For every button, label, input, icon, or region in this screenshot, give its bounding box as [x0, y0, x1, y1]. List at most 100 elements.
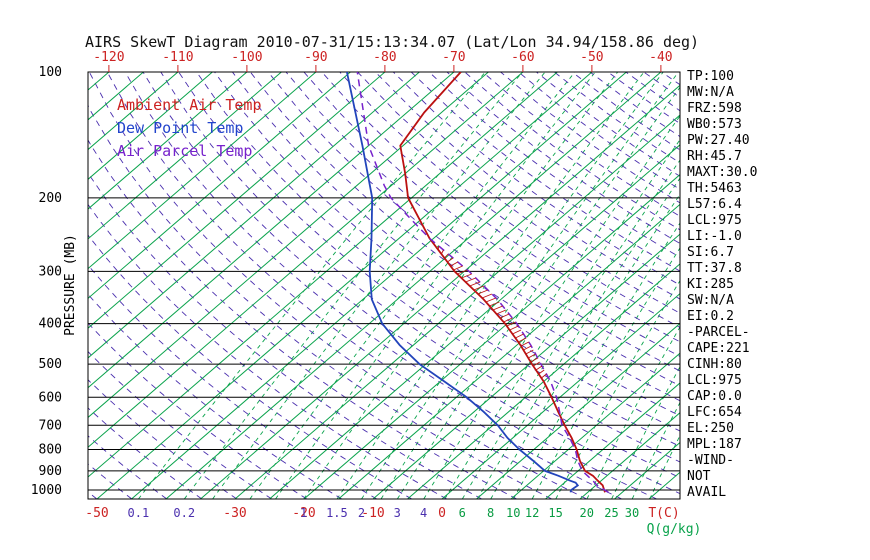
cape-hatch	[506, 321, 516, 327]
bottom-temp-label: -10	[361, 506, 384, 521]
dry-adiabat-line	[214, 72, 680, 432]
dry-adiabat-line	[178, 72, 680, 463]
index-line: LCL:975	[687, 373, 742, 388]
cape-hatch	[520, 341, 530, 347]
pressure-tick-label: 100	[39, 65, 62, 80]
mixing-ratio-label: 6	[459, 506, 466, 520]
chart-title: AIRS SkewT Diagram 2010-07-31/15:13:34.0…	[85, 33, 700, 51]
isotherm-line	[200, 84, 680, 499]
ambient-temp-curve	[399, 72, 606, 493]
dry-adiabat-line	[88, 463, 132, 499]
mixing-ratio-line	[555, 279, 680, 499]
isotherm-line	[648, 471, 680, 499]
isotherm-line	[407, 263, 680, 499]
top-axis-label: -80	[373, 50, 396, 65]
bottom-temp-label: -20	[292, 506, 315, 521]
mixing-ratio-label: 25	[604, 506, 618, 520]
dry-adiabat-line	[375, 72, 680, 300]
mixing-ratio-line	[380, 72, 679, 499]
dry-adiabat-line	[285, 72, 680, 372]
isotherm-line	[88, 72, 558, 478]
index-line: SW:N/A	[687, 293, 734, 308]
mixing-ratio-label: 30	[625, 506, 639, 520]
mixing-ratio-line	[336, 72, 645, 499]
bottom-temp-label: 0	[438, 506, 446, 521]
dry-adiabat-line	[88, 293, 342, 499]
index-line: SI:6.7	[687, 245, 734, 260]
pressure-tick-label: 500	[39, 357, 62, 372]
dry-adiabat-line	[88, 264, 377, 499]
mixing-ratio-line	[649, 434, 680, 499]
isotherm-line	[372, 233, 680, 499]
index-line: CAPE:221	[687, 341, 750, 356]
legend: Ambient Air Temp Dew Point Temp Air Parc…	[117, 94, 262, 163]
index-line: CINH:80	[687, 357, 742, 372]
q-unit-label: Q(g/kg)	[647, 522, 702, 537]
dry-adiabat-line	[339, 72, 680, 329]
dry-adiabat-line	[357, 72, 680, 314]
isotherm-line	[303, 173, 680, 499]
cape-hatch	[469, 281, 480, 287]
isotherm-line	[88, 72, 420, 359]
isotherm-line	[88, 72, 282, 240]
mixing-ratio-line	[631, 401, 680, 499]
dry-adiabat-line	[88, 350, 272, 499]
dry-adiabat-line	[428, 72, 680, 258]
isotherm-line	[476, 322, 680, 499]
cape-hatch	[509, 325, 519, 331]
dry-adiabat-line	[88, 234, 412, 499]
dry-adiabat-line	[464, 72, 680, 231]
mixing-ratio-label: 4	[420, 506, 427, 520]
bottom-axis: -50 -30 -20 -10 0 0.1 0.2 1 1.5 2 3 4 6 8 10 12 15 20 25 30…	[85, 506, 701, 537]
index-line: EI:0.2	[687, 309, 734, 324]
isotherm-line	[88, 72, 317, 270]
cape-hatch	[541, 373, 547, 379]
index-line: EL:250	[687, 421, 734, 436]
isotherm-line	[88, 72, 489, 419]
dry-adiabat-line	[106, 72, 622, 499]
index-line: CAP:0.0	[687, 389, 742, 404]
isotherm-line	[88, 72, 179, 151]
mixing-ratio-label: 10	[506, 506, 520, 520]
top-axis-label: -60	[511, 50, 534, 65]
legend-item-1: Dew Point Temp	[117, 119, 244, 137]
grid-lines	[0, 72, 870, 499]
cape-hatch	[538, 369, 545, 375]
isotherm-line	[545, 382, 680, 499]
isotherm-line	[579, 412, 680, 499]
index-line: KI:285	[687, 277, 734, 292]
mixing-ratio-line	[361, 72, 664, 499]
sounding-curves	[346, 72, 609, 493]
isotherm-line	[0, 72, 40, 499]
index-line: -PARCEL-	[687, 325, 750, 340]
isotherm-line	[88, 72, 110, 91]
isotherm-line	[88, 72, 455, 389]
mixing-ratio-label: 3	[394, 506, 401, 520]
index-line: MW:N/A	[687, 85, 734, 100]
dry-adiabat-line	[321, 72, 680, 343]
mixing-ratio-label: 8	[487, 506, 494, 520]
top-axis-label: -90	[304, 50, 327, 65]
cape-hatch	[465, 277, 476, 283]
pressure-tick-label: 1000	[31, 483, 62, 498]
index-line: NOT	[687, 469, 711, 484]
index-line: LCL:975	[687, 213, 742, 228]
cape-hatch	[528, 353, 536, 359]
index-line: MPL:187	[687, 437, 742, 452]
dry-adiabat-line	[88, 435, 167, 499]
dry-adiabat-line	[88, 172, 482, 499]
cape-hatch	[473, 285, 484, 291]
dry-adiabat-line	[303, 72, 680, 357]
isotherm-line	[753, 72, 870, 499]
dry-adiabat-line	[88, 203, 447, 499]
index-line: FRZ:598	[687, 101, 742, 116]
dry-adiabat-line	[88, 104, 552, 499]
cape-hatch	[461, 273, 472, 279]
dry-adiabat-line	[124, 72, 657, 499]
mixing-ratio-line	[184, 72, 523, 499]
isotherm-line	[88, 72, 351, 300]
dry-adiabat-line	[160, 72, 680, 479]
index-line: MAXT:30.0	[687, 165, 758, 180]
isotherm-line	[510, 352, 680, 499]
dewpoint-curve	[346, 72, 580, 493]
